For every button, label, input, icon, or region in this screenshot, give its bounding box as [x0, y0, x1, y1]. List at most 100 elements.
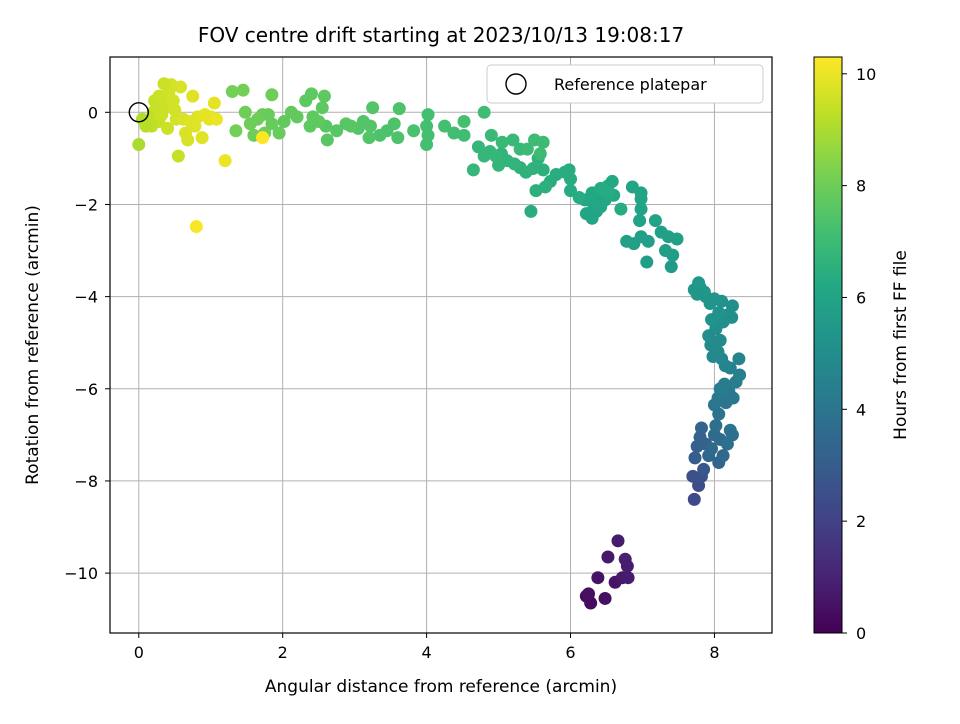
data-point — [477, 105, 491, 119]
data-point — [725, 299, 739, 313]
data-point — [339, 117, 353, 131]
data-point — [366, 101, 380, 115]
x-tick-label: 6 — [565, 643, 575, 662]
data-point — [315, 101, 329, 115]
colorbar-tick-label: 8 — [856, 177, 866, 196]
data-point — [152, 89, 166, 103]
data-point — [272, 126, 286, 140]
data-point — [634, 202, 648, 216]
data-point — [317, 89, 331, 103]
colorbar — [813, 56, 843, 634]
data-point — [181, 133, 195, 147]
data-point — [189, 220, 203, 234]
data-point — [524, 204, 538, 218]
data-point — [132, 138, 146, 152]
data-point — [536, 135, 550, 149]
data-point — [171, 149, 185, 163]
data-point — [304, 87, 318, 101]
data-point — [236, 83, 250, 97]
data-point — [664, 260, 678, 274]
colorbar-tick-label: 6 — [856, 288, 866, 307]
data-point — [605, 174, 619, 188]
y-tick-label: −10 — [64, 564, 98, 583]
legend-box — [486, 64, 764, 104]
data-point — [420, 119, 434, 133]
data-point — [648, 214, 662, 228]
data-point — [392, 102, 406, 116]
x-tick-label: 2 — [278, 643, 288, 662]
data-point — [625, 180, 639, 194]
reference-platepar-marker — [128, 102, 149, 123]
data-point — [633, 214, 647, 228]
data-point — [692, 276, 706, 290]
data-point — [186, 89, 200, 103]
data-point — [670, 232, 684, 246]
data-point — [484, 128, 498, 142]
x-tick-label: 4 — [422, 643, 432, 662]
legend: Reference platepar — [486, 64, 764, 104]
data-point — [457, 115, 471, 129]
data-point — [506, 133, 520, 147]
colorbar-tick-label: 0 — [856, 624, 866, 643]
colorbar-tick-label: 10 — [856, 65, 876, 84]
data-point — [529, 184, 543, 198]
data-point — [139, 119, 153, 133]
x-tick-label: 0 — [134, 643, 144, 662]
data-point — [716, 449, 730, 463]
data-point — [709, 419, 723, 433]
data-point — [447, 126, 461, 140]
data-point — [725, 310, 739, 324]
data-point — [634, 192, 648, 206]
data-point — [265, 88, 279, 102]
x-axis-label: Angular distance from reference (arcmin) — [265, 677, 617, 697]
data-point — [598, 591, 612, 605]
data-point — [687, 492, 701, 506]
data-point — [640, 255, 654, 269]
x-axis-ticks: 0 2 4 6 8 — [134, 633, 720, 662]
data-point — [207, 96, 221, 110]
legend-label: Reference platepar — [554, 75, 707, 94]
y-tick-label: −6 — [74, 380, 98, 399]
colorbar-label: Hours from first FF file — [891, 250, 911, 440]
data-point — [218, 154, 232, 168]
data-point — [362, 131, 376, 145]
data-point — [718, 377, 732, 391]
data-point — [564, 184, 578, 198]
y-axis-ticks: 0 −2 −4 −6 −8 −10 — [64, 103, 110, 583]
data-point — [457, 128, 471, 142]
data-point — [495, 135, 509, 149]
data-point — [582, 587, 596, 601]
data-point — [706, 350, 720, 364]
legend-reference-marker — [505, 73, 527, 95]
chart-title: FOV centre drift starting at 2023/10/13 … — [198, 23, 684, 47]
data-point — [694, 421, 708, 435]
data-point — [438, 119, 452, 133]
data-point — [614, 202, 628, 216]
data-point — [320, 133, 334, 147]
colorbar-tick-label: 2 — [856, 512, 866, 531]
data-point — [533, 147, 547, 161]
data-point — [732, 352, 746, 366]
data-point — [174, 80, 188, 94]
data-point — [713, 333, 727, 347]
data-point — [373, 128, 387, 142]
data-point — [520, 142, 534, 156]
plot-frame — [109, 56, 773, 634]
data-point — [601, 550, 615, 564]
colorbar-tick-label: 4 — [856, 400, 866, 419]
y-tick-label: −4 — [74, 288, 98, 307]
data-point — [591, 571, 605, 585]
y-tick-label: −2 — [74, 195, 98, 214]
data-point — [705, 442, 719, 456]
data-point — [572, 191, 586, 205]
data-point — [238, 105, 252, 119]
data-point — [666, 248, 680, 262]
data-point — [420, 138, 434, 152]
data-point — [641, 234, 655, 248]
data-point — [225, 85, 239, 99]
data-point — [733, 368, 747, 382]
data-point — [620, 559, 634, 573]
data-point — [303, 119, 317, 133]
x-tick-label: 8 — [709, 643, 719, 662]
